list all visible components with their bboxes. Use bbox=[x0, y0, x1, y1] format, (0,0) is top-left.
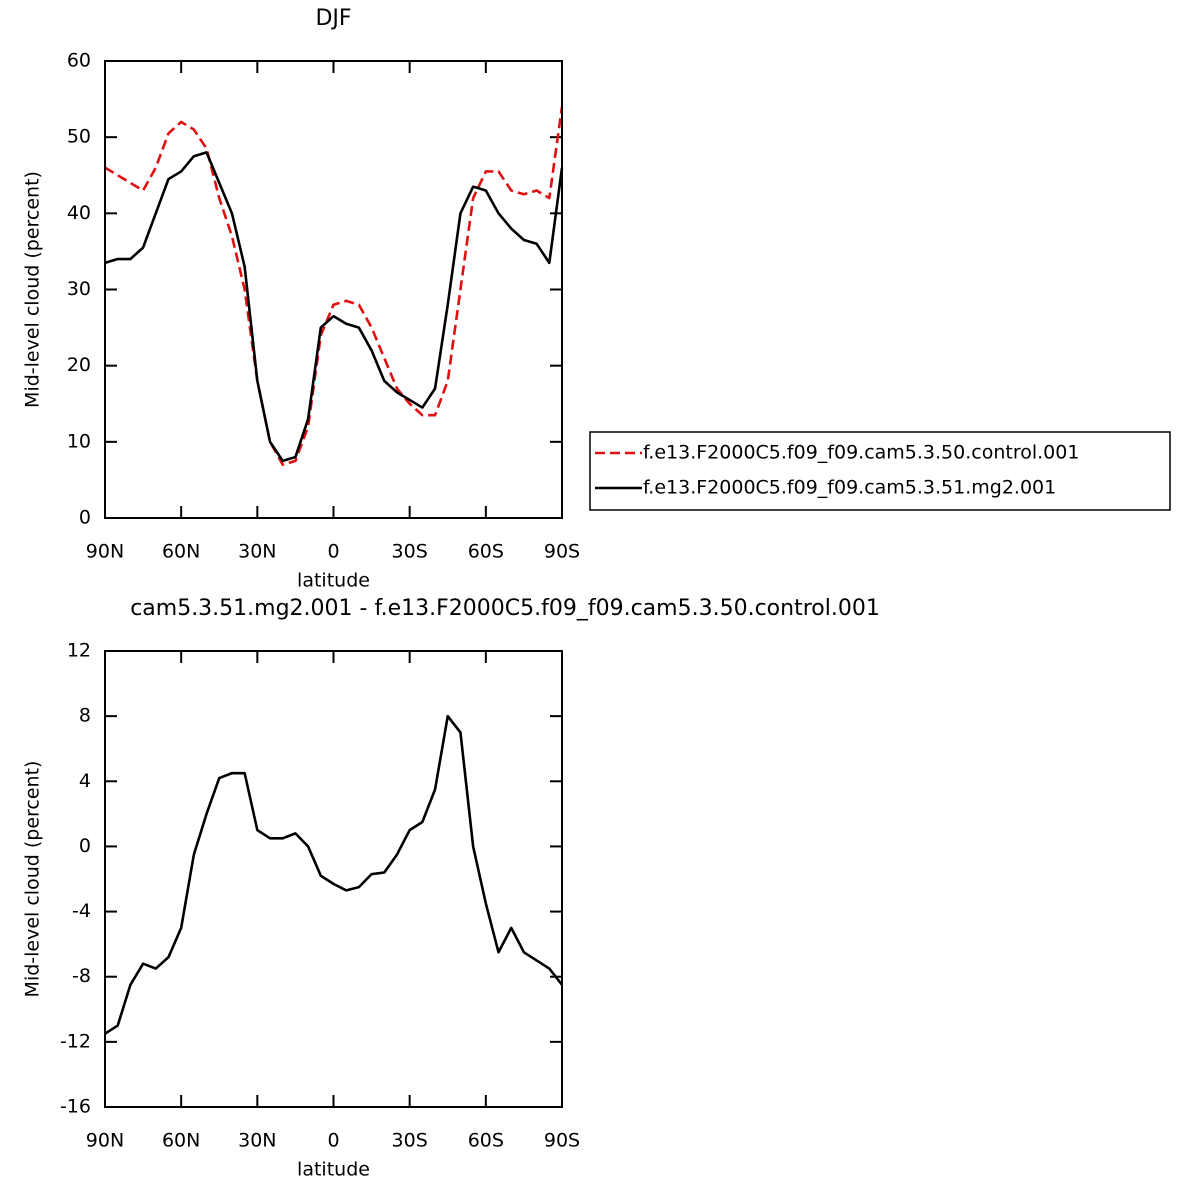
y-tick-label: 4 bbox=[79, 770, 91, 792]
y-tick-label: -8 bbox=[72, 965, 91, 987]
x-axis-label: latitude bbox=[297, 1159, 370, 1181]
x-tick-label: 90N bbox=[86, 541, 124, 563]
x-tick-label: 60N bbox=[162, 1130, 200, 1152]
x-tick-label: 60N bbox=[162, 541, 200, 563]
x-axis-label: latitude bbox=[297, 570, 370, 592]
plot-frame bbox=[104, 650, 563, 1108]
x-tick-label: 0 bbox=[327, 541, 339, 563]
y-axis-label: Mid-level cloud (percent) bbox=[22, 761, 44, 998]
y-tick-label: -4 bbox=[72, 900, 91, 922]
chart-title: DJF bbox=[315, 6, 351, 31]
legend-label: f.e13.F2000C5.f09_f09.cam5.3.51.mg2.001 bbox=[643, 477, 1056, 499]
x-tick-label: 0 bbox=[327, 1130, 339, 1152]
x-tick-label: 60S bbox=[468, 1130, 504, 1152]
y-tick-label: -16 bbox=[60, 1096, 91, 1118]
plot-frame bbox=[104, 60, 563, 519]
y-tick-label: 50 bbox=[67, 126, 91, 148]
data-line bbox=[104, 106, 564, 466]
y-tick-label: 12 bbox=[67, 640, 91, 662]
x-tick-label: 90S bbox=[544, 541, 580, 563]
legend-label: f.e13.F2000C5.f09_f09.cam5.3.50.control.… bbox=[643, 442, 1079, 464]
y-tick-label: 20 bbox=[67, 354, 91, 376]
x-tick-label: 30N bbox=[238, 1130, 276, 1152]
y-tick-label: 40 bbox=[67, 202, 91, 224]
x-tick-label: 60S bbox=[468, 541, 504, 563]
x-tick-label: 30S bbox=[392, 541, 428, 563]
chart-title: cam5.3.51.mg2.001 - f.e13.F2000C5.f09_f0… bbox=[130, 596, 880, 621]
x-tick-label: 90S bbox=[544, 1130, 580, 1152]
x-tick-label: 30S bbox=[392, 1130, 428, 1152]
y-tick-label: 0 bbox=[79, 835, 91, 857]
y-tick-label: 10 bbox=[67, 430, 91, 452]
data-line bbox=[104, 151, 564, 463]
legend-box bbox=[589, 431, 1171, 511]
y-tick-label: 60 bbox=[67, 50, 91, 72]
x-tick-label: 90N bbox=[86, 1130, 124, 1152]
y-tick-label: 0 bbox=[79, 507, 91, 529]
y-tick-label: 8 bbox=[79, 705, 91, 727]
y-tick-label: 30 bbox=[67, 278, 91, 300]
x-tick-label: 30N bbox=[238, 541, 276, 563]
y-axis-label: Mid-level cloud (percent) bbox=[22, 171, 44, 408]
y-tick-label: -12 bbox=[60, 1030, 91, 1052]
data-line bbox=[104, 714, 564, 1035]
